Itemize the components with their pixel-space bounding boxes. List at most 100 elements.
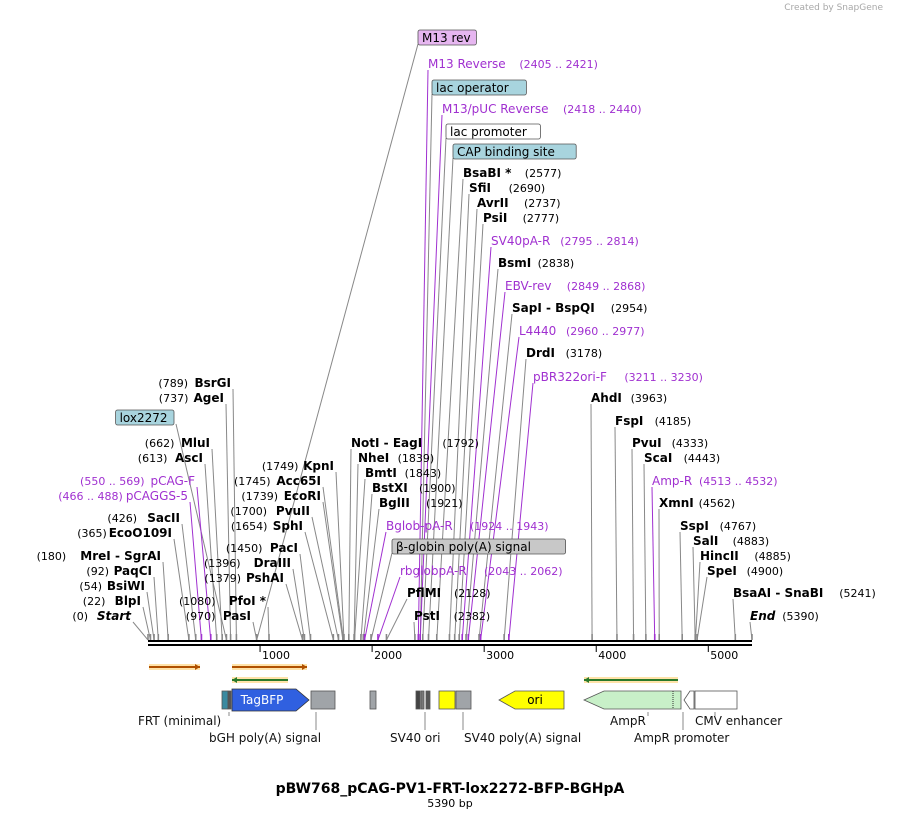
map-label[interactable]: PshAI (1379) [204,571,284,585]
map-label[interactable]: pCAG-F (550 .. 569) [80,474,195,488]
leader-line [146,591,155,641]
ori-feature[interactable]: ori [498,690,565,710]
cmv-enhancer-feature[interactable] [694,690,738,710]
enzyme-name: BmtI [365,466,397,480]
map-label[interactable]: BsrGI (789) [158,376,231,390]
leader-line [614,426,618,641]
map-label[interactable]: DrdI (3178) [526,346,602,360]
map-label[interactable]: PfoI * (1080) [179,594,267,608]
site-position: (789) [158,377,188,390]
map-label[interactable]: SV40pA-R (2795 .. 2814) [491,234,639,248]
map-label[interactable]: NheI (1839) [358,451,434,465]
map-label[interactable]: Bglob-pA-R (1924 .. 1943) [386,519,549,533]
map-label[interactable]: MluI (662) [145,436,210,450]
map-label[interactable]: lox2272 [115,409,175,426]
site-position: (1739) [241,490,278,503]
map-label[interactable]: PsiI (2777) [483,211,559,225]
feature-name: FRT (minimal) [138,714,221,728]
leader-line [173,538,190,641]
site-position: (1843) [405,467,442,480]
map-label[interactable]: NotI - EagI (1792) [351,436,479,450]
map-label[interactable]: pCAGGS-5(466 .. 488) [58,489,188,503]
map-label[interactable]: SpeI (4900) [707,564,783,578]
feature-name: CMV enhancer [695,714,782,728]
map-label[interactable]: BsmI (2838) [498,256,574,270]
map-label[interactable]: PflMI (2128) [407,586,491,600]
map-label[interactable]: XmnI (4562) [659,496,735,510]
site-position: (1379) [204,572,241,585]
sv40-ori-feature[interactable] [438,690,456,710]
map-label[interactable]: HincII (4885) [700,549,791,563]
small-feature[interactable] [369,690,377,710]
site-position: (2690) [509,182,546,195]
map-label[interactable]: End (5390) [750,609,819,623]
map-label[interactable]: AhdI (3963) [591,391,667,405]
map-label[interactable]: BsaBI * (2577) [463,166,561,180]
map-label[interactable]: SapI - BspQI (2954) [512,301,647,315]
map-label[interactable]: BsiWI (54) [79,579,145,593]
tagbfp-feature[interactable]: TagBFP [231,688,310,712]
leader-line [162,561,169,641]
ampr-feature[interactable] [583,690,682,710]
feature-label: M13 rev [422,31,471,45]
leader-line [299,553,311,641]
lox-feature[interactable] [227,690,232,710]
map-label[interactable]: BstXI (1900) [372,481,456,495]
map-label[interactable]: Start (0) [72,609,132,623]
frt-feature[interactable] [221,690,229,710]
map-label[interactable]: BglII (1921) [379,496,463,510]
map-label[interactable]: L4440 (2960 .. 2977) [519,324,645,338]
map-label[interactable]: BlpI (22) [83,594,141,608]
map-label[interactable]: EBV-rev (2849 .. 2868) [505,279,645,293]
map-label[interactable]: EcoRI (1739) [241,489,321,503]
sv40-polya-feature[interactable] [455,690,472,710]
map-label[interactable]: SphI (1654) [231,519,303,533]
map-label[interactable]: SfiI (2690) [469,181,545,195]
map-label[interactable]: PacI (1450) [226,541,298,555]
map-label[interactable]: M13 rev [417,29,477,46]
map-label[interactable]: SalI (4883) [693,534,769,548]
map-label[interactable]: KpnI (1749) [262,459,334,473]
map-label[interactable]: EcoO109I(365) [77,526,172,540]
map-label[interactable]: AvrII (2737) [477,196,561,210]
map-label[interactable]: AgeI (737) [159,391,224,405]
plasmid-title: pBW768_pCAG-PV1-FRT-lox2272-BFP-BGHpA [276,781,625,797]
map-label[interactable]: FspI (4185) [615,414,691,428]
map-label[interactable]: lac promoter [445,123,541,140]
map-label[interactable]: MreI - SgrAI (180) [37,549,161,563]
enzyme-name: PsiI [483,211,507,225]
tick-label: 4000 [598,649,626,662]
map-label[interactable]: M13 Reverse (2405 .. 2421) [428,57,598,71]
map-label[interactable]: rbglobpA-R (2043 .. 2062) [400,564,563,578]
map-label[interactable]: PvuI (4333) [632,436,708,450]
leader-line [503,358,527,641]
map-label[interactable]: Amp-R (4513 .. 4532) [652,474,778,488]
bgh-polya-feature[interactable] [310,690,336,710]
feature-label: β-globin poly(A) signal [396,540,531,554]
map-label[interactable]: PstI (2382) [414,609,490,623]
leader-line [256,43,419,641]
globin-mark-3[interactable] [425,690,431,710]
map-label[interactable]: SspI (4767) [680,519,756,533]
map-label[interactable]: lac operator [431,79,527,96]
globin-mark-2[interactable] [420,690,425,710]
ampr-promoter-feature[interactable] [683,690,695,710]
map-label[interactable]: M13/pUC Reverse (2418 .. 2440) [442,102,642,116]
map-label[interactable]: β-globin poly(A) signal [391,538,567,555]
map-label[interactable]: CAP binding site [452,143,577,160]
globin-mark[interactable] [415,690,421,710]
map-label[interactable]: PvuII (1700) [230,504,310,518]
map-label[interactable]: PasI (970) [186,609,251,623]
map-label[interactable]: Acc65I (1745) [234,474,321,488]
map-label[interactable]: BmtI (1843) [365,466,441,480]
map-label[interactable]: DraIII (1396) [204,556,291,570]
feature-label: lac promoter [450,125,527,139]
map-label[interactable]: pBR322ori-F (3211 .. 3230) [533,370,703,384]
map-label[interactable]: ScaI (4443) [644,451,720,465]
map-label[interactable]: AscI (613) [138,451,203,465]
site-position: (1700) [230,505,267,518]
map-label[interactable]: SacII (426) [107,511,180,525]
map-label[interactable]: PaqCI (92) [86,564,152,578]
leader-line [448,193,470,641]
map-label[interactable]: BsaAI - SnaBI (5241) [733,586,876,600]
